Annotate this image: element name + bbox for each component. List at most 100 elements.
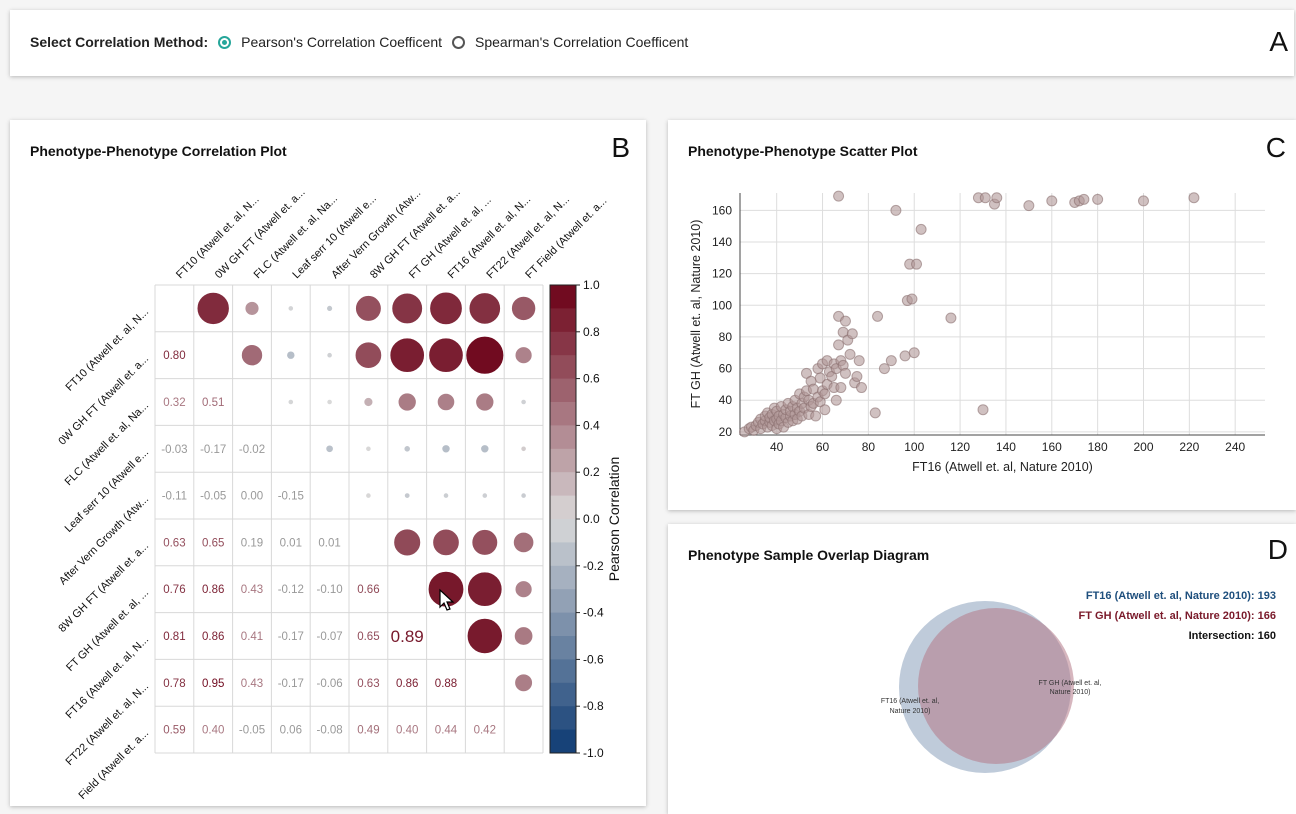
- correlation-label: 0.80: [163, 350, 185, 362]
- correlation-label: -0.06: [316, 678, 342, 690]
- x-tick-label: 240: [1225, 440, 1245, 454]
- scatter-point: [811, 411, 821, 421]
- scatter-point: [847, 329, 857, 339]
- x-tick-label: 220: [1179, 440, 1199, 454]
- colorbar-segment: [550, 706, 576, 730]
- correlation-label: 0.40: [396, 725, 418, 737]
- correlation-circle: [328, 353, 332, 357]
- correlation-label: 0.32: [163, 397, 185, 409]
- correlation-circle: [468, 573, 501, 606]
- row-label: 0W GH FT (Atwell et. a...: [56, 353, 151, 448]
- colorbar-tick-label: 0.4: [583, 418, 600, 432]
- correlation-label: 0.49: [357, 725, 379, 737]
- correlation-label: 0.42: [474, 725, 496, 737]
- correlation-label: 0.86: [202, 631, 224, 643]
- y-tick-label: 140: [712, 235, 732, 249]
- correlation-circle: [328, 306, 332, 310]
- scatter-point: [980, 193, 990, 203]
- scatter-point: [1189, 193, 1199, 203]
- correlation-circle: [405, 494, 409, 498]
- correlation-circle: [242, 346, 261, 365]
- correlation-label: -0.12: [278, 584, 304, 596]
- correlation-label: 0.40: [202, 725, 224, 737]
- colorbar-segment: [550, 308, 576, 332]
- x-tick-label: 60: [816, 440, 830, 454]
- spearman-option[interactable]: Spearman's Correlation Coefficent: [452, 34, 688, 50]
- correlation-label: 0.95: [202, 678, 224, 690]
- venn-label-ft16: Nature 2010): [890, 708, 931, 715]
- correlation-circle: [468, 619, 501, 652]
- correlation-label: 0.89: [391, 627, 424, 646]
- correlation-circle: [288, 352, 294, 358]
- correlation-circle: [514, 533, 533, 552]
- correlation-label: 0.01: [280, 537, 302, 549]
- correlation-label: 0.78: [163, 678, 185, 690]
- scatter-point: [820, 405, 830, 415]
- scatter-point: [820, 389, 830, 399]
- correlation-circle: [198, 293, 228, 323]
- scatter-plot[interactable]: 40 60 80 100 120 140 160 180 200 220 240 20 40 60 80 10…: [668, 120, 1296, 510]
- colorbar-tick-label: 0.2: [583, 465, 600, 479]
- colorbar-segment: [550, 519, 576, 543]
- scatter-point: [907, 294, 917, 304]
- overlap-diagram-card: Phenotype Sample Overlap Diagram D FT16 …: [668, 524, 1296, 814]
- row-label: Leaf serr 10 (Atwell e...: [63, 446, 151, 534]
- correlation-circle: [470, 294, 500, 324]
- pearson-label: Pearson's Correlation Coefficent: [241, 34, 442, 50]
- correlation-label: 0.63: [357, 678, 379, 690]
- correlation-method-card: Select Correlation Method: Pearson's Cor…: [10, 10, 1294, 76]
- correlation-circle: [246, 302, 258, 314]
- colorbar-tick-label: -0.4: [583, 606, 604, 620]
- colorbar-segment: [550, 472, 576, 496]
- scatter-point: [886, 356, 896, 366]
- correlation-circle: [356, 343, 381, 368]
- scatter-point: [891, 205, 901, 215]
- scatter-point: [900, 351, 910, 361]
- venn-label-ftgh: Nature 2010): [1050, 689, 1091, 696]
- y-axis-label: FT GH (Atwell et. al, Nature 2010): [689, 220, 703, 409]
- y-tick-label: 20: [719, 425, 733, 439]
- correlation-label: 0.86: [202, 584, 224, 596]
- correlation-method-selector: Select Correlation Method: Pearson's Cor…: [30, 34, 698, 50]
- correlation-circle: [431, 293, 462, 324]
- correlation-heatmap[interactable]: FT10 (Atwell et. al, N...0W GH FT (Atwel…: [10, 120, 646, 806]
- correlation-circle: [393, 294, 422, 323]
- row-label: FLC (Atwell et. al, Na...: [63, 400, 151, 488]
- row-label: FT16 (Atwell et. al, N...: [64, 634, 152, 722]
- scatter-point: [1047, 196, 1057, 206]
- correlation-label: -0.10: [316, 584, 342, 596]
- spearman-radio[interactable]: [452, 36, 465, 49]
- correlation-label: 0.63: [163, 537, 185, 549]
- colorbar-segment: [550, 613, 576, 637]
- scatter-plot-card: Phenotype-Phenotype Scatter Plot C 40 60 8…: [668, 120, 1296, 510]
- correlation-circle: [289, 400, 293, 404]
- pearson-option[interactable]: Pearson's Correlation Coefficent: [218, 34, 442, 50]
- scatter-point: [836, 383, 846, 393]
- colorbar-tick-label: 0.6: [583, 372, 600, 386]
- x-axis-label: FT16 (Atwell et. al, Nature 2010): [912, 460, 1093, 474]
- correlation-label: -0.05: [239, 725, 265, 737]
- colorbar-tick-label: -0.2: [583, 559, 604, 573]
- scatter-point: [840, 368, 850, 378]
- colorbar-tick-label: 0.8: [583, 325, 600, 339]
- colorbar-segment: [550, 425, 576, 449]
- colorbar-segment: [550, 285, 576, 309]
- venn-diagram[interactable]: FT16 (Atwell et. al, Nature 2010) FT GH (A…: [668, 524, 1296, 814]
- scatter-point: [854, 356, 864, 366]
- correlation-circle: [399, 394, 415, 410]
- y-tick-label: 80: [719, 330, 733, 344]
- correlation-label: -0.03: [161, 444, 187, 456]
- correlation-circle: [328, 400, 332, 404]
- row-label: FT10 (Atwell et. al, N...: [64, 306, 152, 394]
- correlation-label: -0.11: [162, 491, 187, 503]
- scatter-point: [879, 364, 889, 374]
- correlation-circle: [522, 494, 526, 498]
- scatter-point: [1138, 196, 1148, 206]
- correlation-label: 0.43: [241, 584, 263, 596]
- pearson-radio[interactable]: [218, 36, 231, 49]
- correlation-label: -0.08: [316, 725, 342, 737]
- row-label: FT GH (Atwell et. al, ...: [64, 587, 151, 674]
- x-tick-label: 180: [1088, 440, 1108, 454]
- correlation-label: 0.76: [163, 584, 185, 596]
- correlation-label: 0.43: [241, 678, 263, 690]
